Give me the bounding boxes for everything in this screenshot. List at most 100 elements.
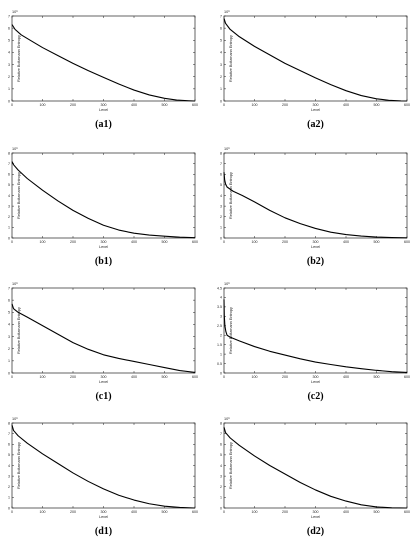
y-tick-label: 3 — [220, 474, 222, 478]
y-tick-label: 1 — [220, 226, 222, 230]
y-tick-label: 0 — [8, 371, 10, 375]
y-tick-label: 4 — [220, 51, 222, 55]
y-axis-label: Relative Boltzmann Entropy — [17, 442, 21, 489]
y-axis-label: Relative Boltzmann Entropy — [229, 35, 233, 82]
axis-exponent: 10⁶ — [224, 147, 230, 151]
y-tick-label: 2 — [220, 215, 222, 219]
y-tick-label: 0 — [220, 99, 222, 103]
y-tick-label: 8 — [220, 421, 222, 425]
y-tick-label: 6 — [8, 26, 10, 30]
x-axis-label: Level — [99, 380, 108, 384]
y-axis-label: Relative Boltzmann Entropy — [17, 172, 21, 219]
y-tick-label: 6 — [8, 298, 10, 302]
panel-label: (a2) — [307, 119, 324, 130]
x-tick-label: 200 — [282, 240, 288, 244]
y-tick-label: 7 — [220, 432, 222, 436]
x-tick-label: 400 — [131, 510, 137, 514]
y-tick-label: 6 — [220, 443, 222, 447]
x-tick-label: 300 — [313, 375, 319, 379]
x-tick-label: 200 — [70, 510, 76, 514]
y-axis-label: Relative Boltzmann Entropy — [229, 442, 233, 489]
x-tick-label: 300 — [313, 510, 319, 514]
x-tick-label: 400 — [131, 375, 137, 379]
y-tick-label: 1 — [220, 87, 222, 91]
x-tick-label: 100 — [40, 240, 46, 244]
x-tick-label: 0 — [11, 103, 13, 107]
entropy-curve — [223, 18, 408, 102]
y-tick-label: 3 — [8, 474, 10, 478]
x-tick-label: 300 — [313, 240, 319, 244]
plot-frame — [223, 15, 408, 102]
plot-frame — [11, 152, 196, 239]
plot-frame — [11, 15, 196, 102]
x-tick-label: 0 — [223, 103, 225, 107]
y-axis-label: Relative Boltzmann Entropy — [229, 307, 233, 354]
y-tick-label: 5 — [8, 183, 10, 187]
axis-exponent: 10⁶ — [12, 282, 18, 286]
entropy-curve — [11, 161, 196, 239]
x-tick-label: 600 — [192, 103, 198, 107]
panel-label: (b2) — [307, 256, 324, 267]
chart-panel-c2: 0 100 200 300 400 500 600 0 0.5 1 1.5 2 2.5 3 3.5 4 4.51… — [217, 282, 410, 402]
y-tick-label: 0 — [8, 99, 10, 103]
x-tick-label: 400 — [343, 240, 349, 244]
y-tick-label: 3 — [220, 315, 222, 319]
x-tick-label: 400 — [343, 375, 349, 379]
axis-exponent: 10⁶ — [12, 417, 18, 421]
panel-label: (d2) — [307, 526, 324, 537]
y-tick-label: 6 — [220, 173, 222, 177]
y-tick-label: 5 — [220, 453, 222, 457]
y-tick-label: 4 — [8, 464, 10, 468]
entropy-curve — [223, 299, 408, 373]
x-tick-label: 300 — [313, 103, 319, 107]
y-tick-label: 7 — [8, 432, 10, 436]
y-tick-label: 5 — [8, 453, 10, 457]
y-tick-label: 1 — [220, 496, 222, 500]
x-tick-label: 600 — [192, 375, 198, 379]
y-tick-label: 3 — [8, 335, 10, 339]
y-tick-label: 0 — [220, 506, 222, 510]
y-tick-label: 3 — [8, 204, 10, 208]
axis-exponent: 10⁶ — [224, 10, 230, 14]
x-tick-label: 300 — [101, 375, 107, 379]
x-axis-label: Level — [99, 245, 108, 249]
x-tick-label: 200 — [282, 375, 288, 379]
y-tick-label: 5 — [220, 39, 222, 43]
x-tick-label: 0 — [223, 240, 225, 244]
y-tick-label: 0.5 — [217, 362, 222, 366]
y-tick-label: 7 — [220, 162, 222, 166]
x-tick-label: 200 — [282, 510, 288, 514]
x-tick-label: 100 — [252, 240, 258, 244]
y-tick-label: 7 — [8, 162, 10, 166]
x-tick-label: 200 — [70, 103, 76, 107]
axis-exponent: 10⁶ — [12, 147, 18, 151]
x-tick-label: 500 — [374, 240, 380, 244]
y-axis-label: Relative Boltzmann Entropy — [17, 35, 21, 82]
x-axis-label: Level — [311, 245, 320, 249]
axis-exponent: 10⁶ — [12, 10, 18, 14]
axis-exponent: 10⁶ — [224, 417, 230, 421]
x-tick-label: 0 — [11, 240, 13, 244]
x-tick-label: 0 — [11, 375, 13, 379]
y-tick-label: 2 — [8, 215, 10, 219]
x-tick-label: 600 — [404, 510, 410, 514]
y-tick-label: 1 — [8, 359, 10, 363]
entropy-curve — [223, 172, 408, 239]
x-tick-label: 400 — [343, 103, 349, 107]
panel-label: (a1) — [95, 119, 112, 130]
y-tick-label: 0 — [220, 236, 222, 240]
entropy-curve — [223, 427, 408, 509]
y-tick-label: 2 — [220, 485, 222, 489]
y-tick-label: 7 — [8, 286, 10, 290]
x-tick-label: 100 — [40, 103, 46, 107]
y-tick-label: 1 — [8, 226, 10, 230]
x-tick-label: 500 — [162, 240, 168, 244]
x-tick-label: 100 — [40, 375, 46, 379]
entropy-curve — [11, 303, 196, 373]
y-tick-label: 5 — [8, 311, 10, 315]
